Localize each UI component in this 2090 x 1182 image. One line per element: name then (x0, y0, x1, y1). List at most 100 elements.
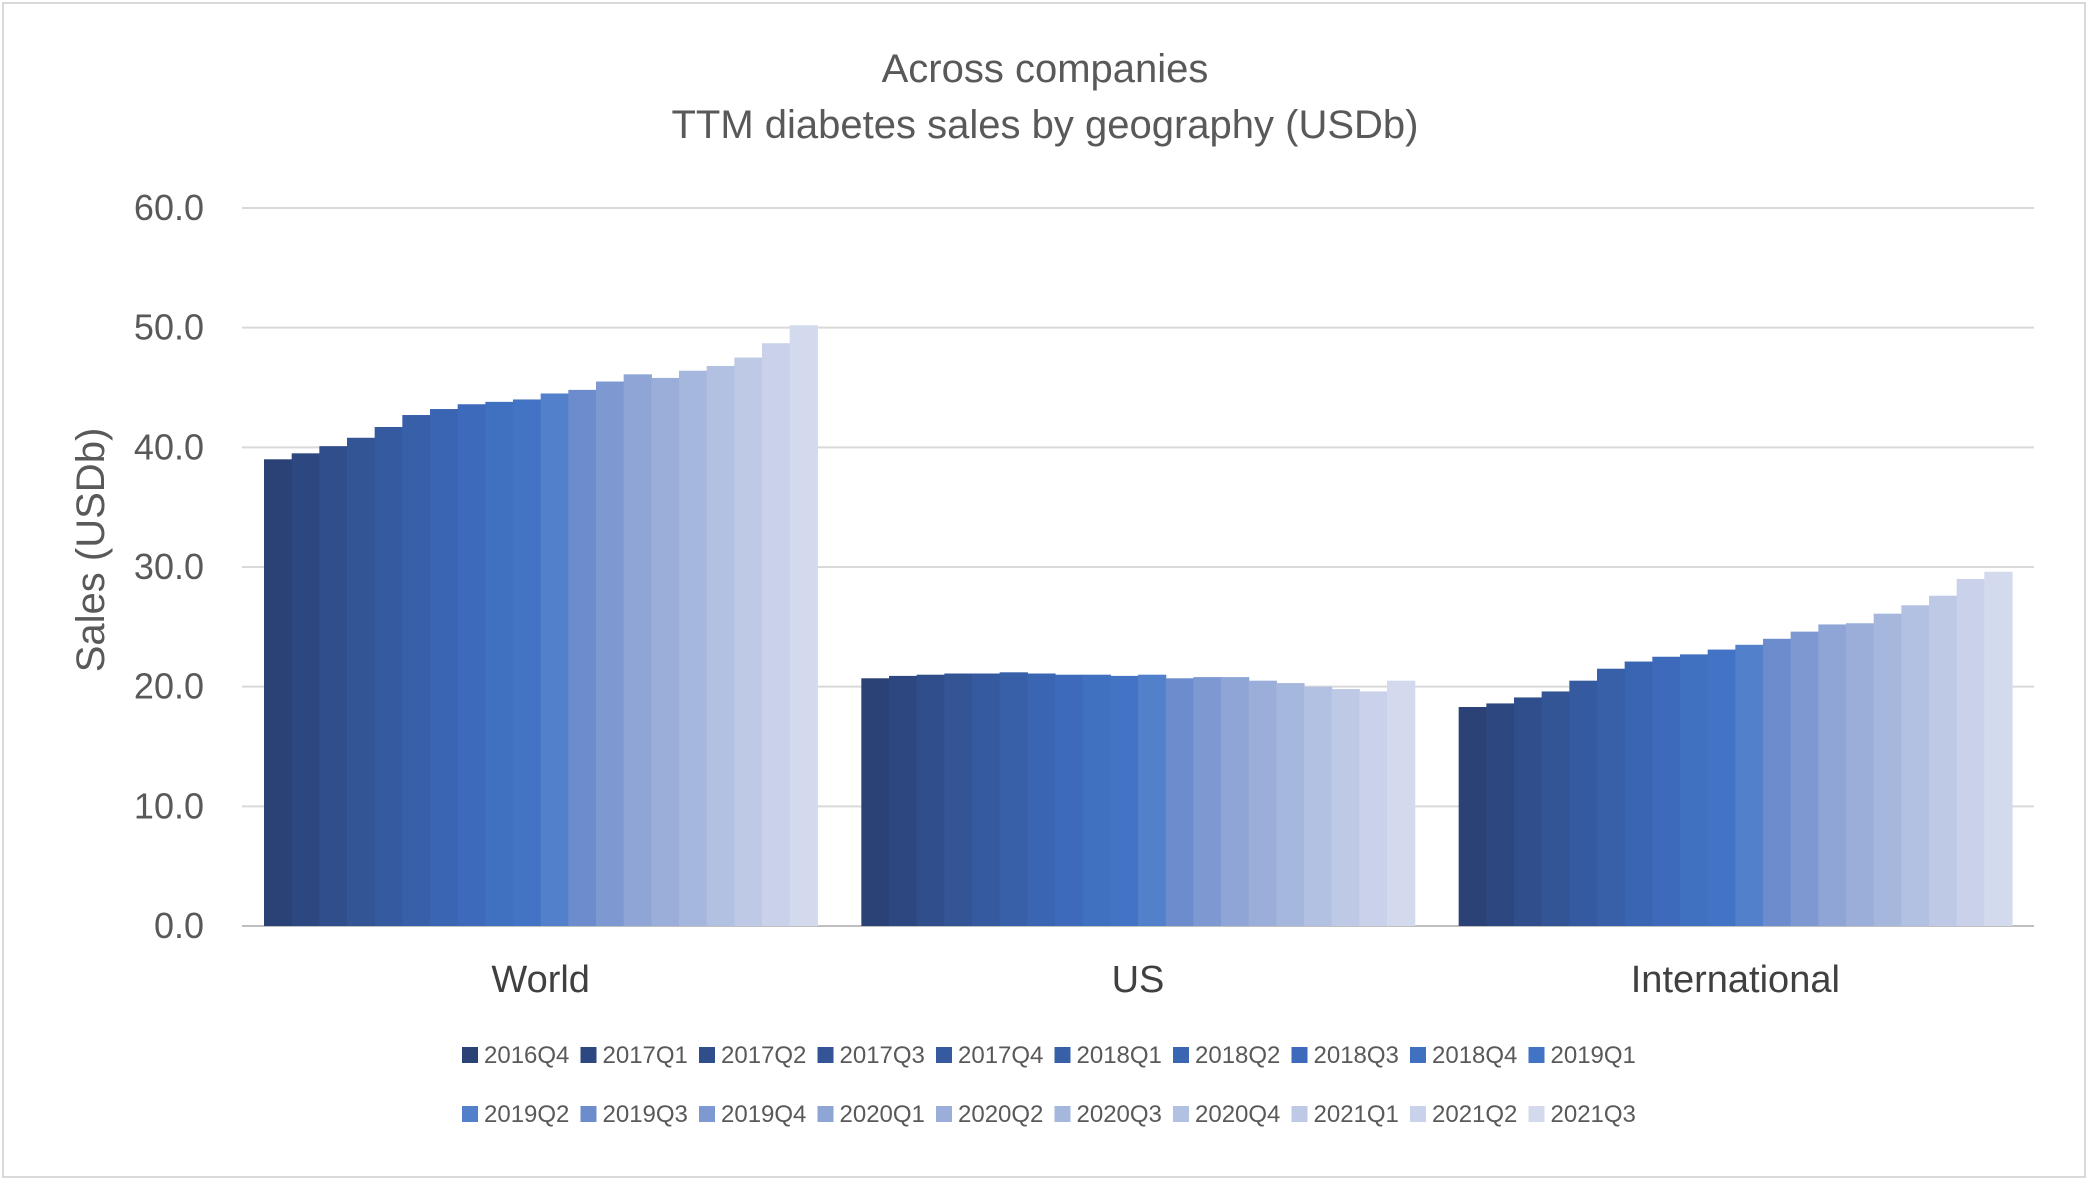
legend-label: 2021Q2 (1432, 1101, 1517, 1128)
legend-swatch (1410, 1106, 1426, 1122)
legend-swatch (1291, 1047, 1308, 1063)
legend-swatch (580, 1106, 597, 1122)
legend-swatch (699, 1047, 715, 1063)
legend-item: 2017Q2 (699, 1042, 806, 1069)
legend-label: 2020Q2 (958, 1101, 1043, 1128)
legend-item: 2018Q2 (1173, 1042, 1280, 1069)
legend-swatch (936, 1106, 952, 1122)
legend-swatch (1291, 1106, 1308, 1122)
legend-item: 2017Q4 (936, 1042, 1043, 1069)
bar (1652, 656, 1681, 926)
bar (264, 459, 293, 926)
legend-item: 2018Q4 (1410, 1042, 1517, 1069)
legend-item: 2019Q3 (580, 1101, 688, 1128)
legend-item: 2017Q3 (817, 1042, 925, 1069)
y-axis-ticks: 0.0 10.0 20.0 30.0 40.0 50.0 60.0 (134, 187, 204, 946)
legend: 2016Q4 2017Q1 2017Q2 2017Q3 2017Q4 2018Q1 2018… (462, 1042, 1636, 1128)
bar (1707, 649, 1736, 926)
bar (1387, 680, 1416, 926)
bar (485, 401, 514, 926)
legend-item: 2020Q3 (1054, 1101, 1162, 1128)
bar (1846, 623, 1875, 926)
bar (1248, 680, 1277, 926)
y-tick-label: 60.0 (134, 187, 204, 228)
bar (291, 453, 320, 926)
legend-label: 2018Q2 (1195, 1042, 1280, 1069)
bar (1569, 680, 1598, 926)
bar (1165, 678, 1194, 926)
legend-label: 2021Q1 (1314, 1101, 1399, 1128)
bar (1110, 675, 1139, 926)
legend-label: 2020Q3 (1077, 1101, 1162, 1128)
y-tick-label: 20.0 (134, 666, 204, 707)
bar (679, 370, 708, 926)
y-tick-label: 10.0 (134, 785, 204, 826)
bar (734, 357, 763, 926)
bar (1818, 624, 1847, 926)
chart-title: Across companies (882, 47, 1209, 91)
legend-swatch (462, 1047, 478, 1063)
legend-item: 2019Q2 (462, 1101, 569, 1128)
bar (457, 404, 486, 927)
bar (540, 393, 569, 926)
bar (706, 365, 735, 927)
legend-swatch (699, 1106, 715, 1122)
bar (430, 409, 459, 926)
legend-item: 2018Q1 (1054, 1042, 1162, 1069)
bar (1055, 674, 1084, 926)
legend-item: 2019Q4 (699, 1101, 806, 1128)
legend-item: 2020Q2 (936, 1101, 1043, 1128)
legend-label: 2018Q1 (1077, 1042, 1162, 1069)
bar (762, 343, 791, 926)
x-category-label: US (1112, 959, 1165, 1001)
legend-label: 2017Q3 (840, 1042, 925, 1069)
bar (1597, 668, 1626, 926)
bar (623, 374, 652, 926)
legend-swatch (817, 1106, 834, 1122)
bar (972, 673, 1001, 926)
bar (1276, 683, 1305, 926)
bar (944, 673, 973, 926)
legend-label: 2016Q4 (484, 1042, 569, 1069)
bar (1514, 697, 1543, 926)
bar (1304, 686, 1333, 926)
legend-label: 2019Q2 (484, 1101, 569, 1128)
legend-label: 2017Q1 (603, 1042, 688, 1069)
legend-swatch (462, 1106, 478, 1122)
y-tick-label: 40.0 (134, 426, 204, 467)
bar (402, 415, 431, 926)
bar (861, 678, 890, 926)
legend-swatch (1410, 1047, 1426, 1063)
legend-label: 2019Q3 (603, 1101, 688, 1128)
bar (1027, 673, 1056, 926)
legend-label: 2020Q1 (840, 1101, 925, 1128)
x-axis-categories: World US International (491, 959, 1840, 1001)
legend-swatch (817, 1047, 834, 1063)
legend-item: 2021Q3 (1528, 1101, 1636, 1128)
legend-label: 2018Q4 (1432, 1042, 1517, 1069)
legend-item: 2021Q1 (1291, 1101, 1399, 1128)
legend-label: 2019Q1 (1551, 1042, 1636, 1069)
legend-label: 2021Q3 (1551, 1101, 1636, 1128)
legend-label: 2019Q4 (721, 1101, 806, 1128)
legend-item: 2021Q2 (1410, 1101, 1517, 1128)
bar (916, 674, 945, 926)
bars (264, 325, 2013, 927)
legend-item: 2017Q1 (580, 1042, 688, 1069)
bar (319, 446, 348, 926)
legend-swatch (936, 1047, 952, 1063)
bar (1486, 703, 1515, 926)
bar (1790, 631, 1819, 926)
bar (889, 675, 918, 926)
legend-label: 2017Q2 (721, 1042, 806, 1069)
bar (789, 325, 818, 927)
legend-swatch (1173, 1047, 1189, 1063)
legend-item: 2020Q1 (817, 1101, 925, 1128)
bar (1138, 674, 1167, 926)
bar (347, 437, 376, 926)
bar (1984, 571, 2013, 926)
bar (1680, 654, 1709, 926)
bar (1763, 638, 1792, 926)
bar (1331, 689, 1360, 926)
